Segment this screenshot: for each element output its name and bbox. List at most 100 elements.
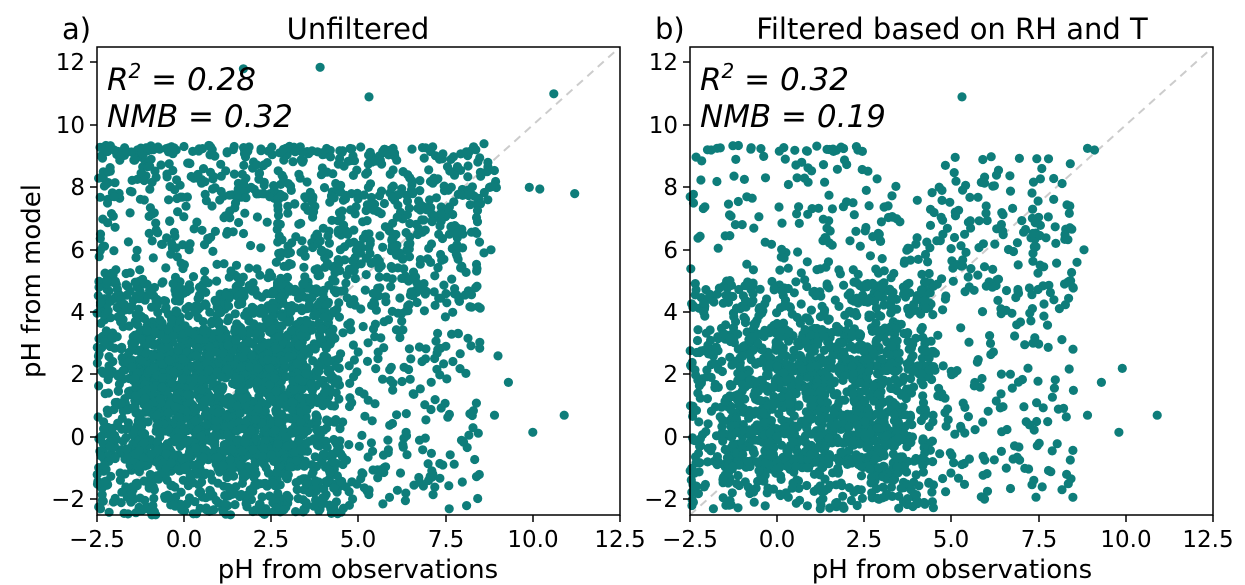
panel-a-point xyxy=(177,192,188,202)
panel-a-point xyxy=(169,500,179,510)
panel-b-point xyxy=(696,346,706,356)
panel-a-point xyxy=(222,411,232,422)
panel-a-point xyxy=(132,245,142,255)
panel-a-point xyxy=(454,296,465,306)
panel-a-point xyxy=(96,318,106,328)
panel-a-point xyxy=(258,443,268,453)
panel-a-point xyxy=(115,468,125,478)
panel-a-point xyxy=(430,482,440,492)
panel-a-point xyxy=(426,239,437,249)
panel-a-xtick-label: 0.0 xyxy=(166,527,203,553)
panel-a-point xyxy=(256,144,266,154)
panel-a-point xyxy=(168,367,178,377)
panel-a-point xyxy=(361,253,371,263)
panel-a-point xyxy=(366,192,377,203)
panel-a-point xyxy=(149,493,159,503)
panel-a-point xyxy=(318,223,328,233)
panel-a-point xyxy=(148,383,158,393)
panel-a-point xyxy=(211,495,221,505)
panel-b-point xyxy=(1032,154,1042,164)
panel-a-point xyxy=(445,450,455,460)
panel-a-point xyxy=(241,499,251,509)
panel-a-point xyxy=(105,142,115,152)
panel-a-point xyxy=(224,190,235,200)
panel-b-point xyxy=(934,182,944,192)
panel-a-point xyxy=(235,408,245,419)
panel-b-point xyxy=(818,160,829,170)
panel-a-point xyxy=(261,463,271,473)
panel-a-point xyxy=(164,355,174,365)
panel-b-point xyxy=(940,160,951,170)
panel-a-point xyxy=(319,312,329,322)
panel-b-point xyxy=(703,419,713,429)
panel-b-point xyxy=(973,192,983,202)
panel-a-point xyxy=(262,217,272,227)
panel-a-point xyxy=(145,469,155,480)
panel-b-point xyxy=(696,175,706,185)
panel-a-point xyxy=(241,193,251,203)
panel-a-point xyxy=(464,190,474,201)
panel-b-plot-area xyxy=(685,46,1214,516)
panel-a-point xyxy=(148,253,158,263)
panel-a-point xyxy=(298,155,308,165)
panel-a-point xyxy=(277,235,287,245)
panel-b-point xyxy=(731,154,741,164)
panel-a-point xyxy=(162,169,172,179)
panel-a-point xyxy=(113,386,123,396)
panel-a-point xyxy=(190,416,200,426)
panel-a-point xyxy=(161,334,171,344)
panel-a-point xyxy=(404,203,414,213)
panel-a-point xyxy=(365,147,375,157)
panel-a-point xyxy=(430,271,440,281)
panel-a-point xyxy=(260,406,270,416)
panel-a-point xyxy=(337,147,347,157)
panel-a-point xyxy=(145,161,155,171)
panel-b-point xyxy=(744,379,754,389)
panel-a-point xyxy=(359,190,369,200)
panel-a-point xyxy=(310,344,320,354)
panel-a-point xyxy=(465,200,475,210)
panel-b-point xyxy=(817,325,827,335)
panel-a-point xyxy=(183,435,193,446)
panel-b-point xyxy=(873,310,883,320)
panel-a-point xyxy=(156,343,166,353)
panel-a-point xyxy=(172,175,182,185)
panel-a-point xyxy=(475,303,485,313)
panel-b-point xyxy=(914,481,924,491)
panel-b-point xyxy=(721,290,731,300)
panel-b-point xyxy=(831,498,841,508)
panel-a-point xyxy=(489,410,500,420)
panel-a-point xyxy=(279,155,289,165)
panel-a-point xyxy=(352,367,362,377)
panel-b-point xyxy=(757,376,767,386)
panel-a-point xyxy=(172,433,182,443)
panel-a-point xyxy=(207,201,217,211)
panel-a-point xyxy=(106,471,116,481)
panel-a-point xyxy=(305,187,315,197)
panel-a-point xyxy=(462,501,472,511)
panel-b-point xyxy=(725,333,735,343)
panel-a-ticks: −2.5 0.0 2.5 5.0 7.5 10.0 12.5 −2 0 2 xyxy=(51,50,646,553)
panel-b-point xyxy=(857,493,868,503)
panel-b-point xyxy=(754,466,764,476)
panel-a-point xyxy=(296,417,306,427)
panel-a-point xyxy=(433,328,443,338)
panel-a-point xyxy=(99,337,109,347)
panel-a-point xyxy=(439,280,449,290)
panel-b-point xyxy=(949,168,959,178)
panel-a-point xyxy=(387,306,397,316)
panel-a-point xyxy=(139,313,150,324)
panel-a-point xyxy=(286,307,296,317)
panel-a-point xyxy=(466,302,477,312)
panel-a-point xyxy=(417,356,427,367)
panel-a-point xyxy=(231,335,241,345)
panel-a-point xyxy=(329,483,339,493)
panel-b-point xyxy=(879,417,889,427)
panel-b-point xyxy=(700,311,710,321)
panel-b-point xyxy=(843,290,853,300)
panel-a-point xyxy=(286,259,296,269)
panel-b-point xyxy=(803,313,813,324)
panel-a-point xyxy=(398,440,408,450)
panel-a-point xyxy=(273,200,283,211)
panel-a-point xyxy=(185,471,195,481)
